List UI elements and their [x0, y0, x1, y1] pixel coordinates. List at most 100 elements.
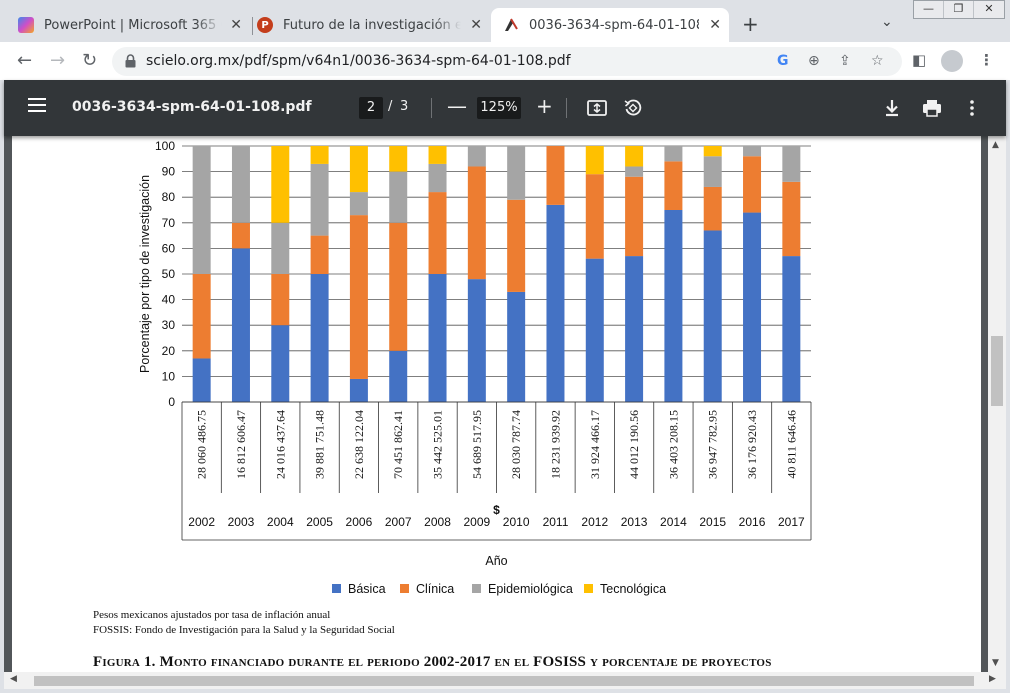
- google-lens-icon[interactable]: G: [777, 53, 789, 69]
- bar-bsica-2014: [664, 210, 683, 402]
- scroll-up-icon[interactable]: ▲: [992, 140, 999, 150]
- bar-epidemiolgica-2003: [231, 146, 250, 223]
- bar-tecnolgica-2006: [349, 146, 368, 193]
- bar-clnica-2003: [231, 222, 250, 249]
- amount-label: 40 811 646.46: [784, 410, 798, 479]
- close-tab-icon[interactable]: ✕: [470, 17, 482, 33]
- bar-clnica-2006: [349, 215, 368, 379]
- bar-epidemiolgica-2004: [271, 222, 290, 274]
- tab-search-chevron-icon[interactable]: ⌄: [881, 14, 893, 30]
- legend-label: Epidemiológica: [488, 582, 573, 596]
- bar-tecnolgica-2013: [625, 146, 644, 167]
- bar-clnica-2009: [467, 166, 486, 280]
- bar-epidemiolgica-2009: [467, 146, 486, 167]
- tab-strip: PowerPoint | Microsoft 365 Copilot ✕ P F…: [0, 0, 1010, 42]
- tab-title: Futuro de la investigación en México: [283, 17, 461, 33]
- horizontal-scrollbar[interactable]: ◀ ▶: [4, 672, 1006, 689]
- close-tab-icon[interactable]: ✕: [230, 17, 242, 33]
- share-icon[interactable]: ⇪: [839, 53, 851, 69]
- amount-label: 24 016 437.64: [273, 410, 287, 479]
- scroll-down-icon[interactable]: ▼: [992, 658, 999, 668]
- amount-label: 39 881 751.48: [313, 410, 327, 479]
- tab-powerpoint[interactable]: PowerPoint | Microsoft 365 Copilot ✕: [18, 8, 250, 42]
- back-button[interactable]: ←: [17, 50, 33, 71]
- bar-bsica-2016: [743, 212, 762, 402]
- fit-to-page-icon[interactable]: [586, 97, 608, 119]
- page-number-input[interactable]: 2: [359, 97, 383, 119]
- lock-icon[interactable]: [125, 54, 136, 68]
- x-tick-label: 2009: [463, 515, 490, 529]
- amount-label: 54 689 517.95: [470, 410, 484, 479]
- amount-label: 36 947 782.95: [706, 410, 720, 479]
- y-tick-label: 40: [162, 293, 176, 307]
- tab-pdf[interactable]: 0036-3634-spm-64-01-108.pdf ✕: [491, 8, 729, 42]
- minimize-button[interactable]: —: [914, 1, 944, 18]
- side-panel-icon[interactable]: ◧: [912, 51, 927, 69]
- vertical-scrollbar[interactable]: ▲ ▼: [988, 136, 1006, 672]
- scroll-right-icon[interactable]: ▶: [989, 674, 996, 684]
- x-tick-label: 2011: [543, 515, 569, 529]
- tab-futuro-investigacion[interactable]: P Futuro de la investigación en México ✕: [257, 8, 490, 42]
- close-tab-icon[interactable]: ✕: [709, 17, 721, 33]
- amount-label: 22 638 122.04: [352, 410, 366, 479]
- bar-epidemiolgica-2002: [192, 146, 211, 274]
- bar-epidemiolgica-2005: [310, 163, 329, 236]
- page-separator: /: [388, 99, 393, 114]
- vertical-scroll-thumb[interactable]: [991, 336, 1003, 406]
- x-tick-label: 2007: [385, 515, 412, 529]
- y-tick-label: 90: [162, 165, 176, 179]
- zoom-out-button[interactable]: —: [447, 94, 467, 118]
- reload-button[interactable]: ↻: [82, 50, 98, 71]
- scroll-left-icon[interactable]: ◀: [10, 674, 17, 684]
- bar-epidemiolgica-2016: [743, 146, 762, 157]
- legend-swatch-clnica: [400, 584, 409, 593]
- zoom-in-button[interactable]: +: [536, 94, 553, 118]
- close-window-button[interactable]: ✕: [984, 2, 994, 15]
- bar-epidemiolgica-2015: [703, 156, 722, 187]
- pdf-viewer[interactable]: 0 10 20 30 40 50 60 70 80 90 100 Porcentaje por tip…: [4, 136, 988, 672]
- rotate-icon[interactable]: [622, 97, 644, 119]
- bar-tecnolgica-2012: [585, 146, 604, 175]
- amount-label: 31 924 466.17: [588, 410, 602, 479]
- bar-clnica-2013: [625, 176, 644, 257]
- forward-button[interactable]: →: [50, 50, 66, 71]
- more-actions-icon[interactable]: [961, 97, 983, 119]
- bar-tecnolgica-2004: [271, 146, 290, 223]
- zoom-icon[interactable]: ⊕: [808, 53, 820, 69]
- x-tick-label: 2015: [699, 515, 726, 529]
- x-axis-title: Año: [485, 554, 507, 568]
- profile-avatar[interactable]: [941, 50, 963, 72]
- bar-epidemiolgica-2013: [625, 166, 644, 177]
- note-inflation: Pesos mexicanos ajustados por tasa de in…: [93, 609, 331, 621]
- bar-tecnolgica-2007: [389, 146, 408, 172]
- bar-clnica-2011: [546, 146, 565, 205]
- y-tick-label: 50: [162, 267, 176, 281]
- amount-label: 36 403 208.15: [666, 410, 680, 479]
- new-tab-button[interactable]: +: [742, 12, 759, 36]
- chrome-menu-icon[interactable]: ⋮: [979, 51, 994, 69]
- bar-clnica-2017: [782, 181, 801, 257]
- page-total: 3: [400, 99, 409, 114]
- x-tick-label: 2017: [778, 515, 805, 529]
- bar-bsica-2010: [507, 291, 526, 402]
- bar-epidemiolgica-2006: [349, 192, 368, 216]
- y-tick-label: 70: [162, 216, 176, 230]
- url-text[interactable]: scielo.org.mx/pdf/spm/v64n1/0036-3634-sp…: [146, 53, 571, 69]
- bar-clnica-2004: [271, 274, 290, 326]
- horizontal-scroll-thumb[interactable]: [34, 676, 974, 686]
- y-tick-label: 10: [162, 369, 176, 383]
- bookmark-star-icon[interactable]: ☆: [871, 53, 884, 69]
- bar-epidemiolgica-2017: [782, 146, 801, 182]
- restore-button[interactable]: ❐: [944, 1, 974, 18]
- bar-bsica-2005: [310, 274, 329, 402]
- legend-label: Básica: [348, 582, 386, 596]
- pdf-page: 0 10 20 30 40 50 60 70 80 90 100 Porcentaje por tip…: [12, 136, 981, 672]
- pdf-toolbar: 0036-3634-spm-64-01-108.pdf 2 / 3 — 125%…: [4, 80, 1006, 136]
- x-tick-label: 2005: [306, 515, 333, 529]
- bar-bsica-2002: [192, 358, 211, 402]
- print-icon[interactable]: [921, 97, 943, 119]
- address-bar[interactable]: scielo.org.mx/pdf/spm/v64n1/0036-3634-sp…: [112, 47, 902, 76]
- pdf-menu-icon[interactable]: [28, 98, 46, 112]
- zoom-level-input[interactable]: 125%: [477, 97, 521, 119]
- download-icon[interactable]: [881, 97, 903, 119]
